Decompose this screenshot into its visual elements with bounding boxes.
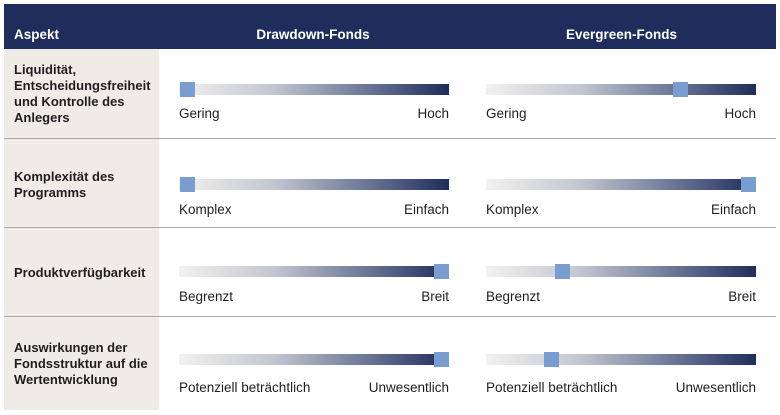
drawdown-slider	[179, 82, 449, 97]
slider-max-label: Einfach	[710, 202, 756, 217]
drawdown-slider	[179, 352, 449, 367]
slider-max-label: Unwesentlich	[368, 380, 449, 395]
slider-min-label: Gering	[179, 106, 220, 121]
table-row: Liquidität, Entscheidungsfreiheit und Ko…	[4, 49, 776, 139]
slider-min-label: Gering	[486, 106, 527, 121]
slider-max-label: Hoch	[724, 106, 756, 121]
slider-thumb	[543, 352, 559, 367]
row-label: Komplexität des Programms	[14, 169, 115, 200]
table-header: Aspekt Drawdown-Fonds Evergreen-Fonds	[4, 4, 776, 49]
row-label: Produktverfügbarkeit	[14, 265, 146, 280]
slider-thumb	[740, 177, 756, 192]
table-row: Auswirkungen der Fondsstruktur auf die W…	[4, 317, 776, 410]
row-divider	[4, 227, 776, 228]
slider-thumb	[673, 82, 689, 97]
evergreen-slider	[486, 177, 756, 192]
slider-max-label: Hoch	[417, 106, 449, 121]
row-label-cell: Liquidität, Entscheidungsfreiheit und Ko…	[4, 49, 159, 139]
slider-thumb	[554, 264, 570, 279]
table-row: Komplexität des Programms Komplex Einfac…	[4, 139, 776, 228]
slider-max-label: Breit	[421, 289, 449, 304]
drawdown-slider	[179, 264, 449, 279]
evergreen-slider	[486, 264, 756, 279]
slider-max-label: Einfach	[403, 202, 449, 217]
slider-min-label: Komplex	[486, 202, 539, 217]
slider-max-label: Unwesentlich	[675, 380, 756, 395]
header-aspect: Aspekt	[14, 27, 60, 42]
slider-thumb	[180, 177, 196, 192]
slider-min-label: Potenziell beträchtlich	[486, 380, 618, 395]
row-divider	[4, 316, 776, 317]
header-drawdown: Drawdown-Fonds	[256, 27, 370, 42]
slider-thumb	[180, 82, 196, 97]
slider-min-label: Komplex	[179, 202, 232, 217]
slider-thumb	[433, 352, 449, 367]
slider-min-label: Begrenzt	[179, 289, 234, 304]
row-label-cell: Auswirkungen der Fondsstruktur auf die W…	[4, 317, 159, 410]
comparison-table: Aspekt Drawdown-Fonds Evergreen-Fonds Li…	[4, 4, 776, 410]
row-divider	[4, 138, 776, 139]
slider-thumb	[433, 264, 449, 279]
row-label-cell: Produktverfügbarkeit	[4, 228, 159, 317]
table-row: Produktverfügbarkeit Begrenzt Breit Begr…	[4, 228, 776, 317]
drawdown-slider	[179, 177, 449, 192]
slider-max-label: Breit	[728, 289, 756, 304]
header-evergreen: Evergreen-Fonds	[565, 27, 678, 42]
row-label-cell: Komplexität des Programms	[4, 139, 159, 228]
slider-min-label: Begrenzt	[486, 289, 541, 304]
slider-min-label: Potenziell beträchtlich	[179, 380, 311, 395]
evergreen-slider	[486, 82, 756, 97]
evergreen-slider	[486, 352, 756, 367]
row-label: Liquidität, Entscheidungsfreiheit und Ko…	[14, 62, 151, 125]
row-label: Auswirkungen der Fondsstruktur auf die W…	[14, 340, 148, 387]
